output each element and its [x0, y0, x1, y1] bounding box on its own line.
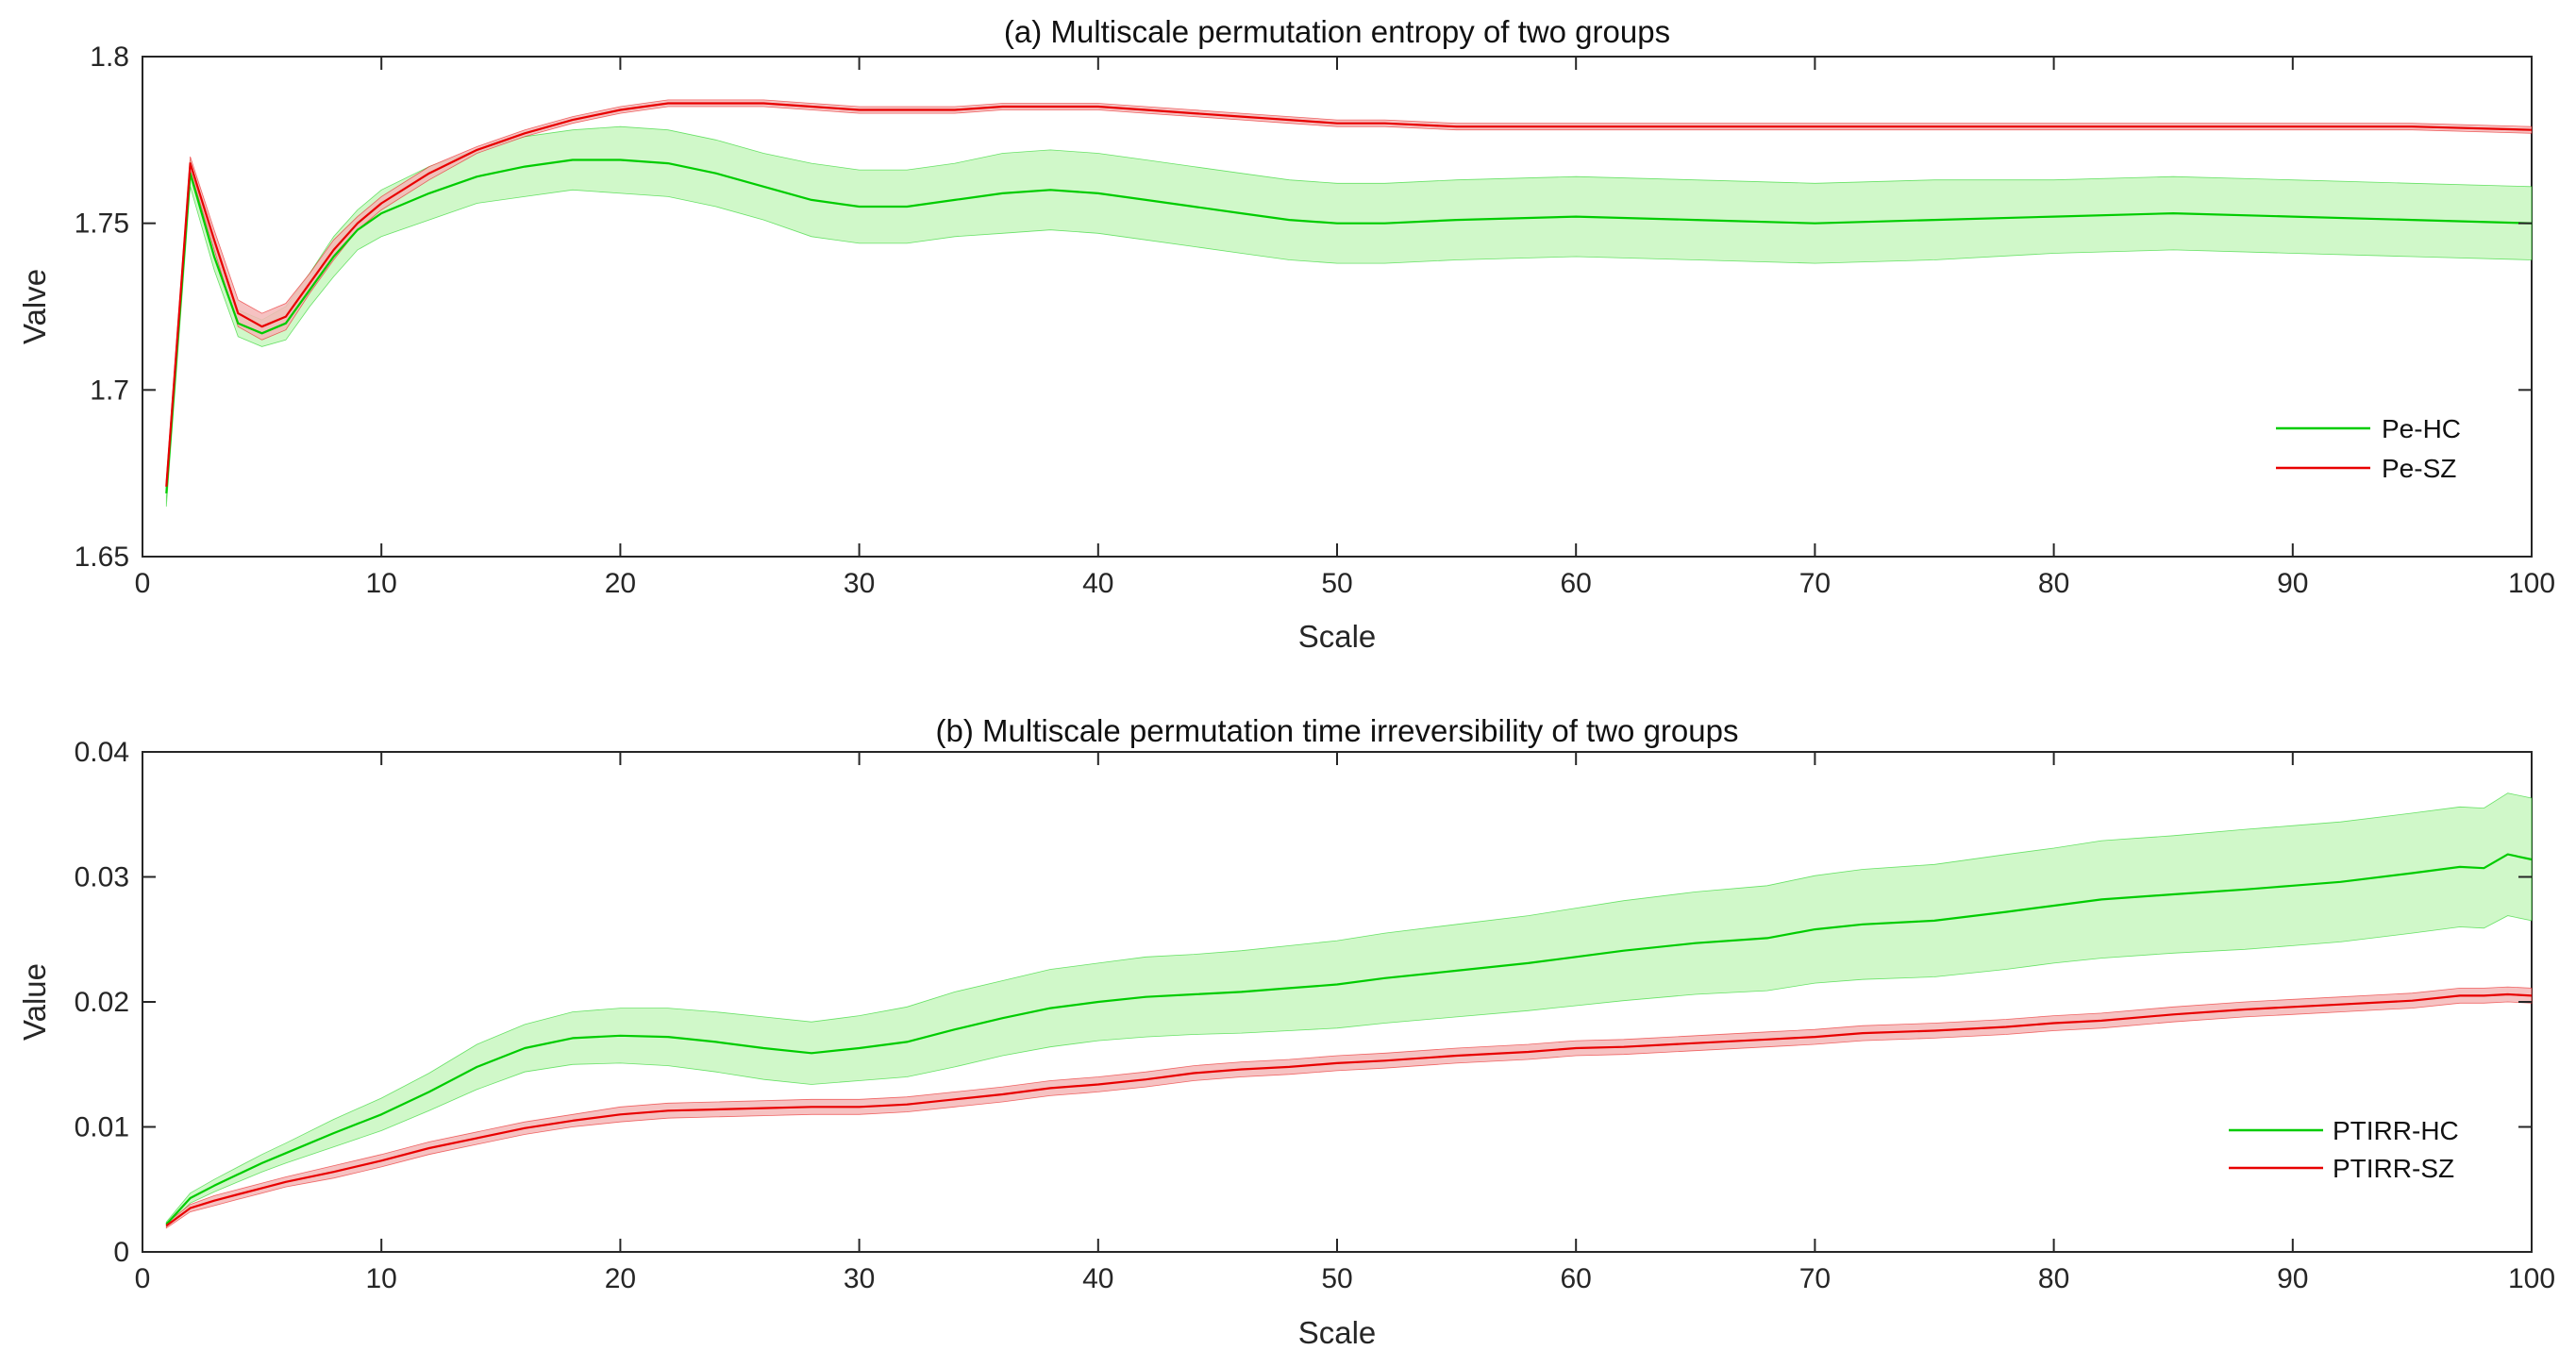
- x-tick-label: 90: [2277, 1263, 2308, 1294]
- x-tick-label: 100: [2508, 568, 2555, 599]
- panel-a-legend: Pe-HC Pe-SZ: [2276, 414, 2461, 483]
- panel-b-lines: [165, 853, 2533, 1227]
- panel-b-bands: [165, 792, 2533, 1229]
- y-tick-label: 0.04: [75, 737, 129, 768]
- x-tick-label: 0: [135, 1263, 151, 1294]
- x-tick-label: 20: [605, 568, 636, 599]
- panel-a-lines: [165, 102, 2533, 493]
- y-tick-label: 1.65: [75, 542, 129, 573]
- x-tick-label: 40: [1082, 568, 1113, 599]
- panel-b-title: (b) Multiscale permutation time irrevers…: [936, 713, 1739, 748]
- y-tick-label: 1.8: [90, 42, 129, 73]
- x-tick-label: 50: [1321, 568, 1352, 599]
- legend-label-pe-hc: Pe-HC: [2382, 414, 2461, 443]
- x-tick-label: 90: [2277, 568, 2308, 599]
- band-pe-hc: [165, 125, 2533, 508]
- x-tick-label: 70: [1799, 568, 1831, 599]
- y-tick-label: 1.7: [90, 375, 129, 406]
- panel-a-x-axis-label: Scale: [1298, 619, 1377, 654]
- legend-label-pe-sz: Pe-SZ: [2382, 454, 2456, 483]
- y-tick-label: 0.02: [75, 987, 129, 1018]
- panel-a-title: (a) Multiscale permutation entropy of tw…: [1004, 14, 1670, 49]
- series-line-pe-hc: [165, 158, 2533, 493]
- x-tick-label: 100: [2508, 1263, 2555, 1294]
- panel-a-entropy: (a) Multiscale permutation entropy of tw…: [17, 14, 2555, 654]
- y-tick-label: 0.01: [75, 1112, 129, 1143]
- x-tick-label: 50: [1321, 1263, 1352, 1294]
- x-tick-label: 40: [1082, 1263, 1113, 1294]
- band-pe-sz: [165, 99, 2533, 493]
- panel-b-legend: PTIRR-HC PTIRR-SZ: [2229, 1116, 2459, 1183]
- x-tick-label: 30: [844, 568, 875, 599]
- legend-label-ptirr-sz: PTIRR-SZ: [2333, 1154, 2454, 1183]
- panel-b-x-ticks: 0 10 20 30 40 50 60 70 80 90 100: [135, 752, 2555, 1294]
- x-tick-label: 70: [1799, 1263, 1831, 1294]
- panel-b-irreversibility: (b) Multiscale permutation time irrevers…: [17, 713, 2555, 1350]
- panel-a-bands: [165, 99, 2533, 508]
- panel-b-y-ticks: 0 0.01 0.02 0.03 0.04: [75, 737, 2532, 1268]
- panel-b-y-axis-label: Value: [17, 963, 52, 1041]
- panel-a-x-ticks: 0 10 20 30 40 50 60 70 80 90 100: [135, 57, 2555, 599]
- y-tick-label: 0: [113, 1237, 129, 1268]
- legend-label-ptirr-hc: PTIRR-HC: [2333, 1116, 2459, 1145]
- panel-b-x-axis-label: Scale: [1298, 1315, 1377, 1350]
- y-tick-label: 0.03: [75, 862, 129, 893]
- panel-a-y-axis-label: Valve: [17, 269, 52, 344]
- series-line-ptirr-hc: [165, 853, 2533, 1225]
- x-tick-label: 80: [2038, 568, 2069, 599]
- x-tick-label: 0: [135, 568, 151, 599]
- x-tick-label: 30: [844, 1263, 875, 1294]
- x-tick-label: 20: [605, 1263, 636, 1294]
- series-line-ptirr-sz: [165, 992, 2533, 1227]
- x-tick-label: 60: [1561, 1263, 1592, 1294]
- x-tick-label: 80: [2038, 1263, 2069, 1294]
- x-tick-label: 10: [366, 568, 397, 599]
- x-tick-label: 10: [366, 1263, 397, 1294]
- panel-a-plot-area: [142, 56, 2533, 558]
- band-ptirr-hc: [165, 792, 2533, 1228]
- x-tick-label: 60: [1561, 568, 1592, 599]
- panel-a-y-ticks: 1.65 1.7 1.75 1.8: [75, 42, 2532, 573]
- series-line-pe-sz: [165, 102, 2533, 487]
- band-ptirr-sz: [165, 986, 2533, 1229]
- y-tick-label: 1.75: [75, 208, 129, 240]
